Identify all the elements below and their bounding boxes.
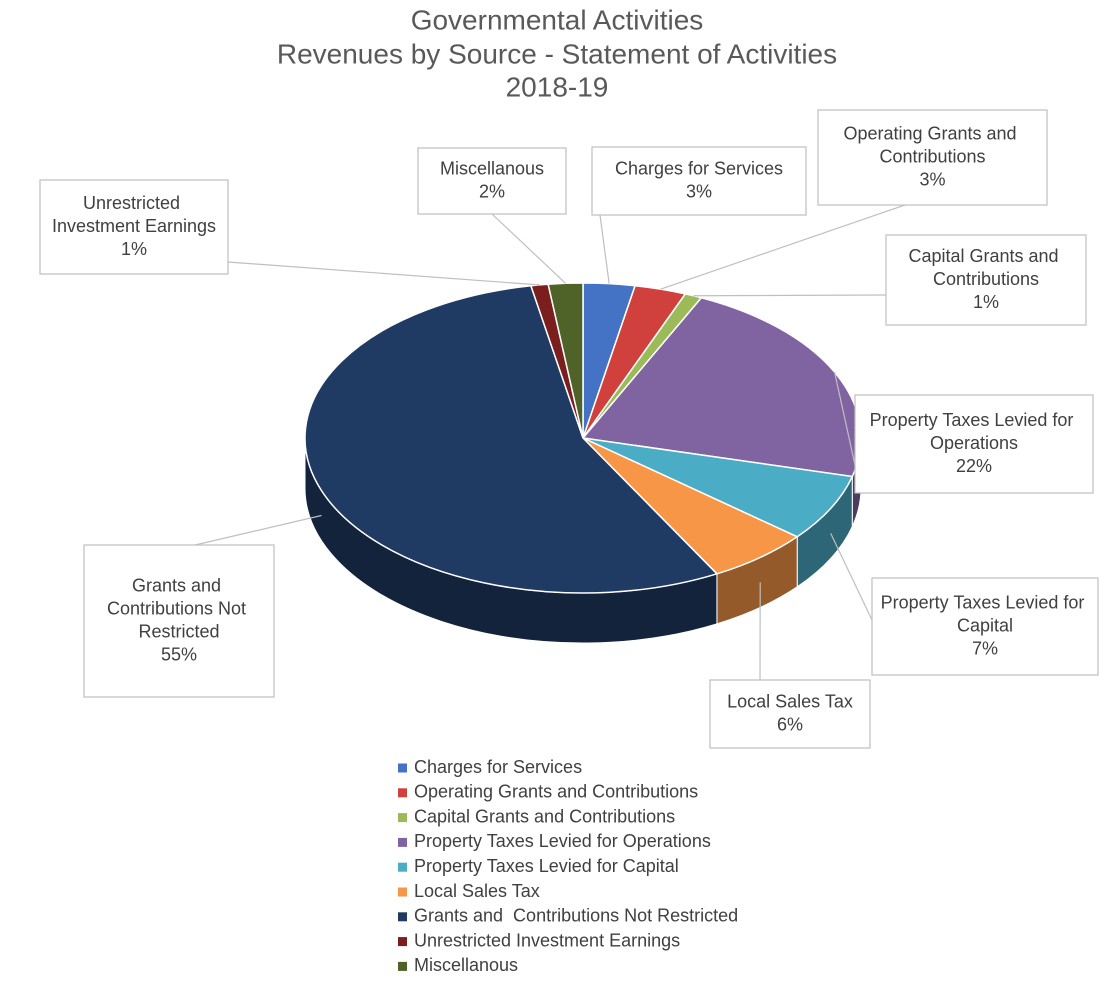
data-label: 6% xyxy=(777,714,803,734)
legend-label: Operating Grants and Contributions xyxy=(414,782,698,802)
callout-box xyxy=(854,394,1094,494)
callout-box xyxy=(39,179,229,275)
data-label: 3% xyxy=(919,169,945,189)
callout-box xyxy=(709,679,871,749)
legend-swatch xyxy=(398,937,407,947)
legend-label: Unrestricted Investment Earnings xyxy=(414,930,680,950)
leader-line xyxy=(194,514,322,546)
legend-swatch xyxy=(398,887,407,897)
legend-label: Local Sales Tax xyxy=(414,881,540,901)
legend-label: Miscellanous xyxy=(414,955,518,975)
callout-box xyxy=(817,109,1048,206)
legend-label: Property Taxes Levied for Operations xyxy=(414,831,711,851)
data-label: 1% xyxy=(973,292,999,312)
data-label: 1% xyxy=(121,239,147,259)
legend-swatch xyxy=(398,961,407,971)
slice xyxy=(304,284,719,594)
callout-box xyxy=(591,146,807,216)
chart-title: Governmental Activities xyxy=(411,4,704,35)
legend-swatch xyxy=(398,837,407,847)
leader-line xyxy=(227,261,540,286)
leader-line xyxy=(660,204,906,290)
leader-line xyxy=(693,294,887,297)
data-label-name: Miscellanous xyxy=(440,158,544,178)
data-label-name: Local Sales Tax xyxy=(727,691,853,711)
data-label: 7% xyxy=(972,638,998,658)
leader-line xyxy=(491,213,566,284)
chart-title: 2018-19 xyxy=(506,71,609,102)
legend-label: Charges for Services xyxy=(414,757,582,777)
data-label: 3% xyxy=(686,181,712,201)
data-label-name: Capital Grants and Contributions xyxy=(908,246,1063,289)
data-label-name: Property Taxes Levied for Capital xyxy=(881,592,1090,635)
legend-label: Grants and Contributions Not Restricted xyxy=(414,906,738,926)
leader-line xyxy=(830,533,873,621)
data-label: 22% xyxy=(956,456,992,476)
leader-line xyxy=(599,214,610,284)
data-label-name: Operating Grants and Contributions xyxy=(843,123,1021,166)
legend-swatch xyxy=(398,788,407,798)
data-label-name: Property Taxes Levied for Operations xyxy=(870,410,1079,453)
legend-swatch xyxy=(398,912,407,922)
chart-title: Revenues by Source - Statement of Activi… xyxy=(277,38,837,69)
leader-line xyxy=(833,371,856,466)
data-label: 55% xyxy=(161,644,197,664)
callout-box xyxy=(885,234,1087,326)
legend-label: Property Taxes Levied for Capital xyxy=(414,856,679,876)
legend-swatch xyxy=(398,763,407,773)
slice xyxy=(582,437,854,538)
callout-box xyxy=(83,544,275,698)
legend-swatch xyxy=(398,862,407,872)
data-label-name: Unrestricted Investment Earnings xyxy=(52,193,216,236)
legend-swatch xyxy=(398,813,407,823)
legend-label: Capital Grants and Contributions xyxy=(414,806,675,826)
callout-box xyxy=(871,577,1099,676)
data-label: 2% xyxy=(479,181,505,201)
data-label-name: Charges for Services xyxy=(615,158,783,178)
data-label-name: Grants and Contributions Not Restricted xyxy=(107,575,251,641)
callout-box xyxy=(417,147,567,215)
